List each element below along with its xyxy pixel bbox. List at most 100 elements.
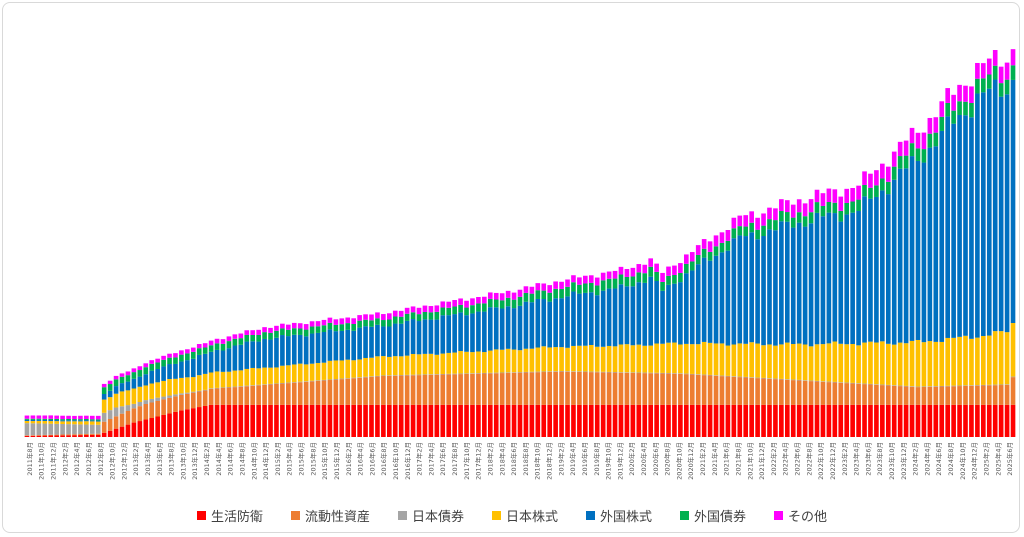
bar-segment (713, 343, 719, 376)
bar-segment (131, 422, 137, 437)
bar-segment (505, 404, 511, 437)
bar-segment (588, 371, 594, 373)
bar-segment (42, 419, 48, 421)
bar-segment (268, 339, 273, 368)
bar-segment (190, 358, 196, 378)
bar-segment (280, 335, 285, 366)
bar-segment (280, 365, 285, 383)
x-tick-label: 2020年6月 (651, 442, 660, 476)
bar-segment (577, 293, 582, 346)
bar-segment (939, 404, 945, 437)
bar-segment (440, 301, 446, 308)
bar-segment (487, 298, 493, 308)
bar-segment (101, 399, 107, 413)
bar-segment (66, 421, 71, 425)
bar-segment (992, 79, 998, 332)
bar-segment (149, 383, 155, 399)
bar-segment (268, 384, 273, 405)
bar-segment (565, 404, 570, 437)
bar-segment (618, 344, 624, 373)
bar-segment (874, 342, 879, 385)
bar-segment (446, 315, 452, 353)
bar-segment (963, 404, 968, 437)
bar-segment (220, 371, 226, 388)
bar-segment (880, 190, 885, 342)
bar-segment (594, 404, 600, 437)
bar-segment (375, 318, 380, 325)
bar-segment (84, 420, 89, 422)
bar-segment (838, 210, 844, 222)
bar-segment (820, 205, 826, 217)
bar-segment (981, 385, 986, 405)
x-tick-label: 2018年6月 (509, 442, 518, 476)
bar-segment (36, 415, 42, 419)
bar-segment (208, 351, 214, 373)
bar-segment (684, 263, 689, 274)
bar-segment (1010, 323, 1016, 377)
bar-segment (345, 404, 351, 437)
bar-segment (262, 384, 267, 405)
bar-segment (196, 354, 202, 376)
bar-segment (832, 213, 838, 342)
x-tick-label: 2017年2月 (415, 442, 424, 476)
bar-segment (832, 381, 838, 383)
bar-segment (357, 404, 362, 437)
bar-segment (214, 388, 220, 405)
bar-segment (226, 387, 232, 405)
bar-segment (214, 387, 220, 389)
bar-segment (452, 300, 457, 307)
legend-swatch (397, 510, 407, 520)
bar-segment (196, 407, 202, 437)
bar-segment (482, 296, 487, 304)
bar-segment (553, 371, 558, 372)
bar-segment (606, 345, 612, 372)
bar-segment (416, 354, 422, 375)
bar-segment (36, 420, 42, 424)
bar-segment (66, 424, 71, 435)
bar-segment (630, 286, 636, 346)
bar-segment (137, 376, 143, 387)
bar-segment (202, 389, 208, 391)
bar-segment (351, 377, 356, 379)
x-tick-label: 2012年4月 (72, 442, 81, 476)
bar-segment (666, 404, 671, 437)
bar-segment (226, 336, 232, 342)
bar-segment (773, 220, 778, 231)
bar-segment (969, 338, 974, 386)
bar-segment (48, 435, 54, 437)
bar-segment (909, 386, 915, 387)
bar-segment (838, 382, 844, 383)
bar-segment (660, 343, 665, 373)
bar-segment (571, 275, 576, 283)
bar-segment (856, 383, 861, 405)
bar-segment (660, 404, 665, 437)
x-tick-label: 2025年4月 (993, 442, 1002, 476)
bar-segment (256, 334, 261, 342)
bar-segment (89, 421, 95, 425)
bar-segment (618, 372, 624, 405)
bar-segment (874, 384, 879, 385)
bar-segment (375, 376, 380, 405)
bar-segment (458, 404, 463, 437)
bar-segment (505, 372, 511, 373)
bar-segment (297, 323, 303, 329)
bar-segment (428, 319, 434, 354)
bar-segment (891, 404, 897, 437)
x-tick-label: 2012年6月 (84, 442, 93, 476)
bar-segment (244, 330, 250, 335)
bar-segment (309, 326, 315, 334)
bar-segment (921, 386, 927, 405)
bar-segment (101, 387, 107, 394)
bar-segment (291, 364, 297, 383)
bar-segment (84, 421, 89, 425)
bar-segment (440, 373, 446, 375)
bar-segment (808, 346, 814, 381)
bar-segment (957, 101, 962, 115)
bar-segment (321, 379, 327, 381)
bar-segment (250, 404, 256, 437)
bar-segment (731, 238, 737, 345)
x-tick-label: 2015年10月 (320, 442, 329, 480)
bar-segment (790, 380, 796, 405)
bar-segment (648, 266, 653, 277)
legend-label: 日本株式 (505, 509, 558, 525)
